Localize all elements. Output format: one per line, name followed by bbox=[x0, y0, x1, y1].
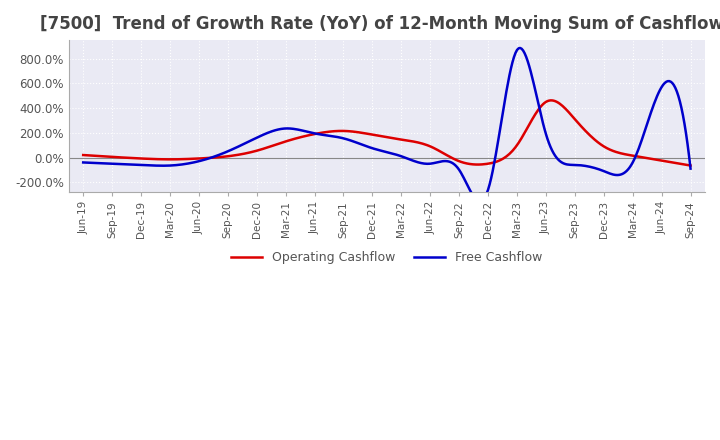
Free Cashflow bbox=[152, 163, 161, 168]
Operating Cashflow bbox=[320, 130, 328, 135]
Operating Cashflow bbox=[521, 130, 529, 136]
Free Cashflow bbox=[523, 59, 532, 64]
Free Cashflow bbox=[276, 126, 285, 132]
Legend: Operating Cashflow, Free Cashflow: Operating Cashflow, Free Cashflow bbox=[226, 246, 548, 269]
Free Cashflow bbox=[686, 166, 695, 171]
Free Cashflow bbox=[516, 45, 524, 51]
Free Cashflow bbox=[521, 51, 529, 56]
Operating Cashflow bbox=[276, 140, 285, 146]
Operating Cashflow bbox=[79, 152, 88, 158]
Line: Free Cashflow: Free Cashflow bbox=[84, 48, 690, 201]
Free Cashflow bbox=[320, 132, 328, 138]
Free Cashflow bbox=[476, 198, 485, 204]
Operating Cashflow bbox=[517, 136, 526, 141]
Title: [7500]  Trend of Growth Rate (YoY) of 12-Month Moving Sum of Cashflows: [7500] Trend of Growth Rate (YoY) of 12-… bbox=[40, 15, 720, 33]
Free Cashflow bbox=[79, 160, 88, 165]
Operating Cashflow bbox=[152, 157, 161, 162]
Line: Operating Cashflow: Operating Cashflow bbox=[84, 100, 690, 165]
Free Cashflow bbox=[461, 178, 469, 183]
Operating Cashflow bbox=[686, 163, 695, 168]
Operating Cashflow bbox=[461, 161, 469, 166]
Operating Cashflow bbox=[546, 98, 555, 103]
